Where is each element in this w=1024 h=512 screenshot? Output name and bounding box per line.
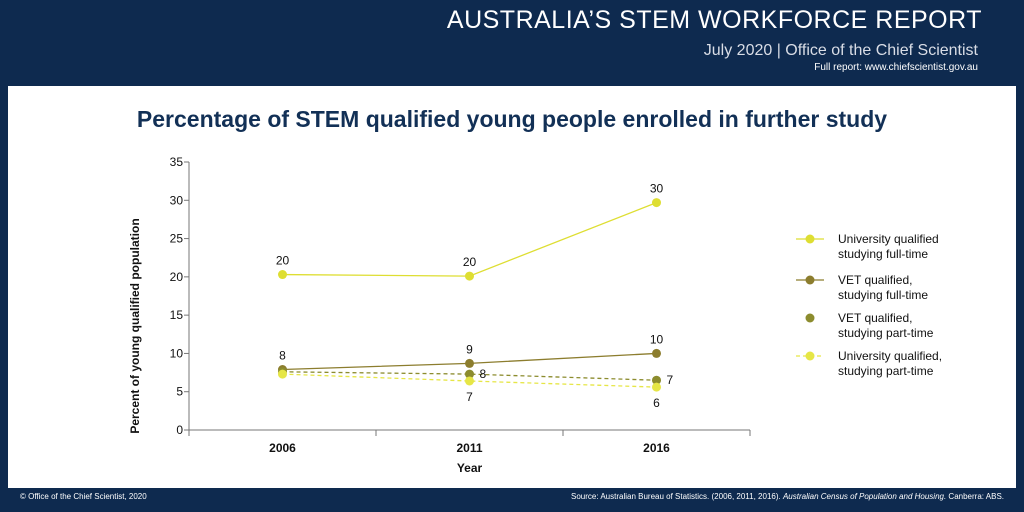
source-note: Source: Australian Bureau of Statistics.…	[571, 492, 1004, 501]
report-subtitle: July 2020 | Office of the Chief Scientis…	[703, 42, 978, 59]
y-tick-label: 25	[170, 232, 184, 246]
data-point	[652, 375, 661, 385]
legend-marker	[805, 234, 815, 244]
series-line-2	[282, 371, 657, 381]
legend-marker	[805, 313, 815, 323]
data-label: 20	[276, 254, 290, 268]
source-suffix: Canberra: ABS.	[946, 492, 1004, 501]
data-point	[652, 198, 661, 208]
data-point	[465, 358, 474, 368]
legend-label: studying part-time	[838, 326, 934, 340]
source-prefix: Source: Australian Bureau of Statistics.…	[570, 492, 783, 501]
data-label: 20	[463, 255, 477, 269]
y-tick-label: 5	[176, 385, 183, 399]
data-point	[278, 369, 287, 379]
y-tick-label: 30	[170, 193, 184, 207]
x-tick-label: 2006	[269, 441, 296, 455]
x-tick-label: 2016	[643, 441, 670, 455]
legend-marker	[805, 275, 815, 285]
y-tick-label: 0	[176, 423, 183, 437]
data-label: 10	[650, 332, 664, 346]
legend-label: University qualified	[838, 232, 939, 246]
data-label: 8	[480, 367, 487, 381]
y-tick-label: 15	[170, 308, 184, 322]
copyright-note: © Office of the Chief Scientist, 2020	[20, 492, 147, 501]
series-line-3	[282, 373, 657, 388]
report-title: AUSTRALIA’S STEM WORKFORCE REPORT	[446, 6, 982, 34]
data-label: 7	[466, 390, 473, 404]
data-label: 8	[279, 349, 286, 363]
data-point	[465, 376, 474, 386]
y-tick-label: 10	[170, 346, 184, 360]
y-axis-label: Percent of young qualified population	[128, 218, 142, 433]
data-point	[465, 369, 474, 379]
report-link[interactable]: Full report: www.chiefscientist.gov.au	[814, 62, 978, 73]
y-tick-label: 35	[170, 155, 184, 169]
legend-label: studying full-time	[838, 288, 928, 302]
legend-label: VET qualified,	[838, 311, 913, 325]
x-axis-label: Year	[457, 461, 483, 475]
data-label: 30	[650, 182, 664, 196]
x-tick-label: 2011	[456, 441, 482, 455]
legend-label: University qualified,	[838, 349, 942, 363]
data-point	[278, 270, 287, 280]
chart-panel	[8, 86, 1016, 488]
data-label: 6	[653, 396, 660, 410]
legend-label: studying part-time	[838, 364, 934, 378]
data-label: 7	[667, 373, 674, 387]
legend-marker	[805, 351, 815, 361]
data-label: 9	[466, 342, 473, 356]
legend-label: VET qualified,	[838, 273, 913, 287]
data-point	[465, 271, 474, 281]
legend-label: studying full-time	[838, 247, 928, 261]
y-tick-label: 20	[170, 270, 184, 284]
data-point	[652, 382, 661, 392]
source-italic: Australian Census of Population and Hous…	[782, 492, 947, 501]
data-point	[652, 348, 661, 358]
chart-title: Percentage of STEM qualified young peopl…	[136, 106, 888, 132]
